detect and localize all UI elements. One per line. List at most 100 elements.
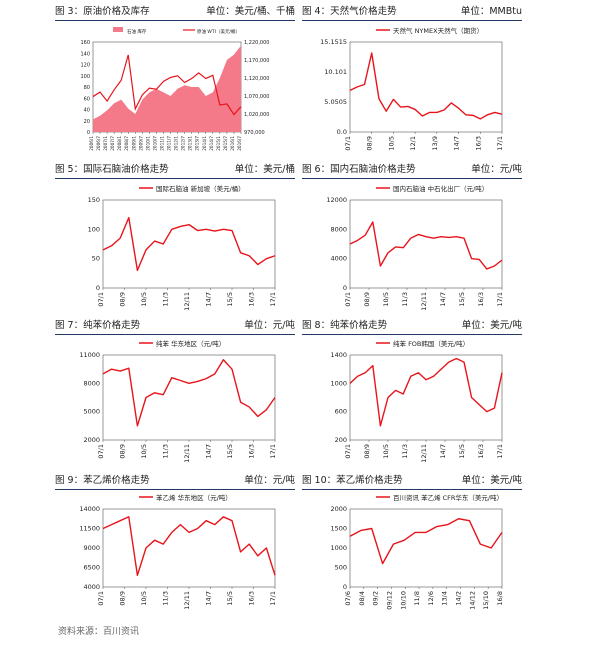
x-tick-label: 2006/1: [89, 136, 94, 151]
figure-header: 图 10：苯乙烯价格走势 单位：美元/吨: [302, 473, 522, 489]
x-tick-label: 2015/7: [223, 136, 228, 151]
x-tick-label: 08/9: [119, 444, 127, 459]
y2-tick-label: 1,220,000: [244, 40, 269, 46]
x-tick-label: 2013/7: [195, 136, 200, 151]
figure-unit: 单位：美元/桶: [234, 164, 295, 175]
x-tick-label: 16/3: [474, 136, 482, 151]
x-tick-label: 07/1: [97, 444, 105, 459]
x-tick-label: 2016/7: [237, 136, 242, 151]
y2-tick-label: 970,000: [244, 130, 265, 136]
x-tick-label: 14/7: [205, 591, 213, 606]
header-rule: [302, 20, 522, 21]
x-tick-label: 11/3: [162, 444, 170, 459]
header-rule: [302, 178, 522, 179]
x-tick-label: 12/11: [183, 292, 191, 311]
series-line: [349, 357, 503, 427]
legend-label: 国内石脑油 中石化出厂（元/吨）: [393, 184, 488, 193]
x-tick-label: 08/9: [363, 444, 371, 459]
x-tick-label: 08/4: [358, 591, 366, 606]
header-rule: [302, 489, 522, 490]
x-tick-label: 12/6: [427, 591, 435, 606]
x-tick-label: 2014/1: [202, 136, 207, 151]
x-tick-label: 14/7: [205, 292, 213, 307]
figure-header: 图 9：苯乙烯价格走势 单位：元/吨: [55, 473, 295, 489]
x-tick-label: 13/9: [431, 136, 439, 151]
y-tick-label: 9000: [83, 544, 100, 552]
header-rule: [302, 334, 522, 335]
figure-caption: 图 6：国内石脑油价格走势: [302, 164, 416, 175]
y-tick-label: 11000: [79, 351, 100, 359]
y-tick-label: 1000: [330, 379, 347, 387]
x-tick-label: 16/3: [248, 292, 256, 307]
x-tick-label: 16/3: [477, 444, 485, 459]
figure-unit: 单位：元/吨: [244, 475, 295, 486]
plot-frame: [349, 508, 503, 588]
y-tick-label: 11500: [79, 525, 100, 533]
x-tick-label: 17/1: [269, 591, 277, 606]
chart-panel: 百川资讯 苯乙烯 CFR华东（美元/吨） 0 500 1000 1500 2000 07/6…: [312, 489, 512, 619]
chart-svg: 国内石脑油 中石化出厂（元/吨） 0 4000 8000 12000 07/1 08/9 10…: [326, 184, 504, 311]
figure-unit: 单位：MMBtu: [460, 6, 522, 17]
x-tick-label: 07/1: [344, 292, 352, 307]
chart-panel: 苯乙烯 华东地区（元/吨） 4000 6500 9000 11500 14000 07/1 0…: [65, 489, 285, 619]
plot-frame: [349, 199, 503, 289]
x-tick-label: 14/7: [453, 136, 461, 151]
header-rule: [55, 334, 295, 335]
x-tick-label: 12/11: [420, 292, 428, 311]
chart-panel: 纯苯 FOB韩国（美元/吨） 200 600 1000 1400 07/1 08/9 10/5…: [312, 335, 512, 472]
x-tick-label: 12/11: [183, 444, 191, 463]
x-tick-label: 10/5: [140, 591, 148, 606]
header-rule: [55, 20, 295, 21]
legend-label: 纯苯 华东地区（元/吨）: [156, 339, 225, 348]
x-tick-label: 14/2: [455, 591, 463, 606]
series-line: [349, 221, 503, 270]
x-tick-label: 10/10: [399, 591, 407, 610]
figure-unit: 单位：美元/桶、千桶: [206, 6, 295, 17]
x-tick-label: 16/3: [248, 591, 256, 606]
chart-panel: 国内石脑油 中石化出厂（元/吨） 0 4000 8000 12000 07/1 08/9 10…: [312, 180, 512, 320]
figure-caption: 图 8：纯苯价格走势: [302, 320, 388, 331]
series-line: [102, 516, 276, 577]
x-tick-label: 10/5: [382, 292, 390, 307]
series-area-inventory: [93, 45, 241, 132]
figure-unit: 单位：元/吨: [244, 320, 295, 331]
x-tick-label: 2015/1: [216, 136, 221, 151]
y-tick-label: 150: [88, 196, 100, 204]
x-tick-label: 2009/7: [138, 136, 143, 151]
x-tick-label: 12/1: [409, 136, 417, 151]
x-tick-label: 17/1: [269, 444, 277, 459]
y-tick-label: 200: [335, 436, 347, 444]
y-tick-label: 100: [88, 225, 100, 233]
y2-tick-label: 1,120,000: [244, 76, 269, 82]
y2-tick-label: 1,070,000: [244, 94, 269, 100]
x-tick-label: 16/3: [477, 292, 485, 307]
y-tick-label: 4000: [330, 255, 347, 263]
figure-caption: 图 7：纯苯价格走势: [55, 320, 141, 331]
y-tick-label: 100: [80, 74, 90, 80]
y-tick-label: 5000: [83, 408, 100, 416]
x-tick-label: 17/1: [496, 444, 504, 459]
y-tick-label: 0: [87, 130, 90, 136]
chart-svg: 百川资讯 苯乙烯 CFR华东（美元/吨） 0 500 1000 1500 2000 07/6…: [330, 493, 504, 610]
figure-header: 图 8：纯苯价格走势 单位：美元/吨: [302, 318, 522, 334]
figure-unit: 单位：元/吨: [471, 164, 522, 175]
y-tick-label: 8000: [83, 379, 100, 387]
figure-header: 图 4：天然气价格走势 单位：MMBtu: [302, 4, 522, 20]
chart-svg: 天然气 NYMEX天然气（期货） 0.0 5.0505 10.101 15.1515 07…: [320, 26, 504, 151]
y-tick-label: 0: [343, 583, 347, 591]
x-tick-label: 2012/7: [181, 136, 186, 151]
x-tick-label: 13/4: [441, 591, 449, 606]
figure-header: 图 3：原油价格及库存 单位：美元/桶、千桶: [55, 4, 295, 20]
x-tick-label: 11/3: [162, 292, 170, 307]
x-tick-label: 2013/1: [188, 136, 193, 151]
x-tick-label: 15/5: [226, 444, 234, 459]
chart-panel: 天然气 NYMEX天然气（期货） 0.0 5.0505 10.101 15.1515 07…: [312, 22, 512, 164]
y-tick-label: 2000: [83, 436, 100, 444]
x-tick-label: 2007/7: [110, 136, 115, 151]
figure-caption: 图 10：苯乙烯价格走势: [302, 475, 403, 486]
plot-frame: [102, 199, 276, 289]
y-tick-label: 1500: [330, 525, 347, 533]
y-tick-label: 1400: [330, 351, 347, 359]
y-tick-label: 60: [84, 96, 90, 102]
chart-svg: 石油 库存 原油 WTI（美元/桶） 0 20 40 60 80 100 120 140 160 97…: [80, 27, 269, 151]
